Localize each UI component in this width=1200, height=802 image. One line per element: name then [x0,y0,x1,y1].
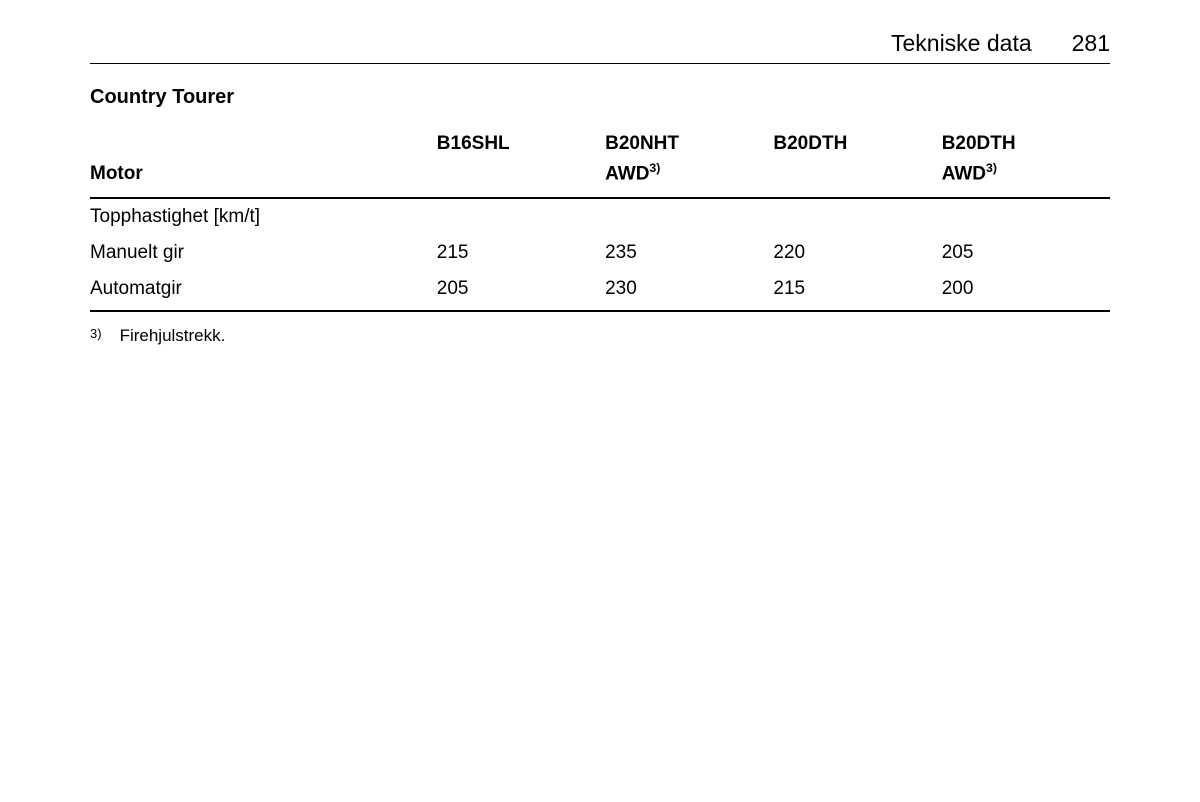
table-header-row: Motor B16SHL B20NHT AWD3) B20DTH B20DTH … [90,127,1110,198]
superscript: 3) [649,161,660,175]
cell-value: 205 [437,271,605,311]
cell-value: 205 [942,235,1110,271]
column-awd: AWD3) [605,161,773,185]
header-page-number: 281 [1072,30,1110,57]
column-header: B20DTH AWD3) [942,127,1110,198]
cell-value: 215 [773,271,941,311]
page-container: Tekniske data 281 Country Tourer Motor B… [0,0,1200,346]
footnote: 3) Firehjulstrekk. [90,326,1110,346]
column-name: B16SHL [437,133,510,154]
column-header: B20DTH [773,127,941,198]
cell-value: 230 [605,271,773,311]
row-header-label: Motor [90,127,437,198]
cell-value: 235 [605,235,773,271]
footnote-marker: 3) [90,326,102,341]
cell-value: 215 [437,235,605,271]
column-header: B16SHL [437,127,605,198]
column-name: B20NHT [605,133,679,154]
table-row: Automatgir 205 230 215 200 [90,271,1110,311]
table-row: Manuelt gir 215 235 220 205 [90,235,1110,271]
spec-table: Motor B16SHL B20NHT AWD3) B20DTH B20DTH … [90,127,1110,312]
superscript: 3) [986,161,997,175]
cell-value: 200 [942,271,1110,311]
header-title: Tekniske data [891,30,1032,57]
cell-value: 220 [773,235,941,271]
column-awd: AWD3) [942,161,1110,185]
row-label: Manuelt gir [90,235,437,271]
page-header: Tekniske data 281 [90,30,1110,64]
row-label: Automatgir [90,271,437,311]
column-name: B20DTH [942,133,1016,154]
footnote-text: Firehjulstrekk. [120,326,226,345]
column-name: B20DTH [773,133,847,154]
section-label: Topphastighet [km/t] [90,198,1110,235]
section-subtitle: Country Tourer [90,86,1110,109]
table-section-row: Topphastighet [km/t] [90,198,1110,235]
column-header: B20NHT AWD3) [605,127,773,198]
